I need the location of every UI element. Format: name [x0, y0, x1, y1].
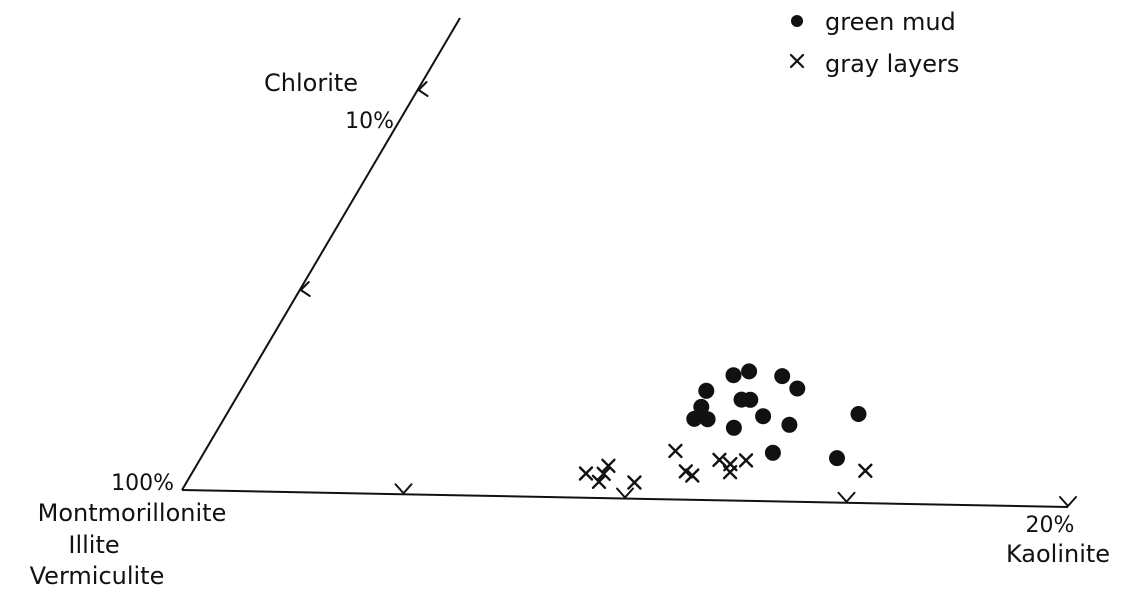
green-mud-point-6	[693, 398, 710, 415]
origin-label-line-1: Montmorillonite	[38, 499, 227, 527]
origin-tick-label: 100%	[111, 471, 174, 496]
gray-layer-point-11	[722, 465, 738, 480]
gray-layer-point-2	[601, 458, 616, 474]
green-mud-point-14	[850, 406, 867, 422]
green-mud-point-3	[741, 363, 758, 380]
green-mud-point-16	[829, 450, 845, 467]
legend-dot-marker	[791, 15, 803, 27]
kaolinite-tick-3	[837, 491, 856, 503]
y-axis-label: Chlorite	[264, 69, 358, 97]
kaolinite-tick-4	[1059, 496, 1077, 507]
chlorite-axis-line	[181, 17, 461, 491]
gray-layer-point-5	[627, 475, 642, 490]
gray-layer-point-1	[578, 466, 594, 481]
green-mud-point-10	[742, 391, 759, 408]
green-mud-point-15	[764, 444, 781, 461]
green-mud-point-2	[725, 367, 742, 384]
green-mud-point-11	[755, 408, 772, 425]
x-end-tick-label: 20%	[1026, 513, 1075, 538]
origin-label-line-3: Vermiculite	[30, 562, 165, 590]
gray-layer-point-12	[738, 453, 754, 468]
x-axis-label: Kaolinite	[1006, 540, 1110, 568]
gray-layer-point-4	[591, 474, 607, 490]
axis-ticks	[299, 81, 1077, 507]
chlorite-tick-2	[417, 81, 429, 97]
green-mud-point-1	[698, 382, 715, 399]
green-mud-point-12	[725, 419, 742, 436]
gray-layer-point-8	[685, 468, 700, 483]
gray-layer-point-3	[596, 466, 611, 482]
chlorite-tick-1	[299, 281, 311, 297]
kaolinite-tick-2	[616, 487, 634, 499]
legend: green mud gray layers	[789, 8, 959, 78]
kaolinite-tick-1	[394, 483, 413, 495]
legend-x-marker	[789, 53, 805, 69]
green-mud-point-8	[699, 411, 716, 428]
y-end-tick-label: 10%	[345, 109, 394, 134]
gray-layer-point-13	[858, 463, 873, 478]
data-points	[578, 363, 873, 490]
green-mud-point-4	[774, 368, 791, 385]
gray-layer-point-7	[678, 464, 693, 479]
green-mud-point-7	[686, 410, 703, 427]
gray-layer-point-6	[668, 443, 683, 459]
gray-layer-point-9	[712, 452, 727, 468]
legend-label-gray-layers: gray layers	[825, 50, 959, 78]
green-mud-point-5	[789, 380, 806, 397]
green-mud-point-13	[781, 416, 798, 433]
legend-label-green-mud: green mud	[825, 8, 956, 36]
origin-label-line-2: Illite	[68, 531, 119, 559]
